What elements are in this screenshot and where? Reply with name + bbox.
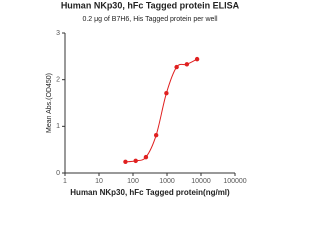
x-axis-label: Human NKp30, hFc Tagged protein(ng/ml) bbox=[70, 188, 230, 197]
x-tick-label: 10000 bbox=[191, 178, 211, 185]
x-tick-label: 1000 bbox=[159, 178, 175, 185]
y-tick-label: 1 bbox=[56, 123, 60, 130]
point bbox=[164, 91, 169, 96]
chart-subtitle: 0.2 μg of B7H6, His Tagged protein per w… bbox=[82, 16, 217, 23]
chart-title: Human NKp30, hFc Tagged protein ELISA bbox=[61, 0, 240, 10]
y-tick-label: 3 bbox=[56, 30, 60, 37]
point bbox=[123, 159, 128, 164]
x-tick-label: 100000 bbox=[223, 178, 246, 185]
line bbox=[125, 58, 198, 163]
x-tick-label: 10 bbox=[95, 178, 103, 185]
y-tick-label: 0 bbox=[56, 170, 60, 177]
point bbox=[194, 56, 200, 62]
point bbox=[184, 62, 190, 67]
x-tick-label: 100 bbox=[127, 178, 139, 185]
y-axis-label: Mean Abs.(OD450) bbox=[46, 73, 53, 133]
point bbox=[143, 154, 149, 160]
point bbox=[133, 158, 138, 164]
chart: Human NKp30, hFc Tagged protein ELISA 0.… bbox=[46, 0, 247, 197]
y-tick-label: 2 bbox=[56, 77, 60, 84]
point bbox=[174, 64, 179, 70]
x-tick-label: 1 bbox=[63, 178, 67, 185]
point bbox=[153, 133, 159, 138]
